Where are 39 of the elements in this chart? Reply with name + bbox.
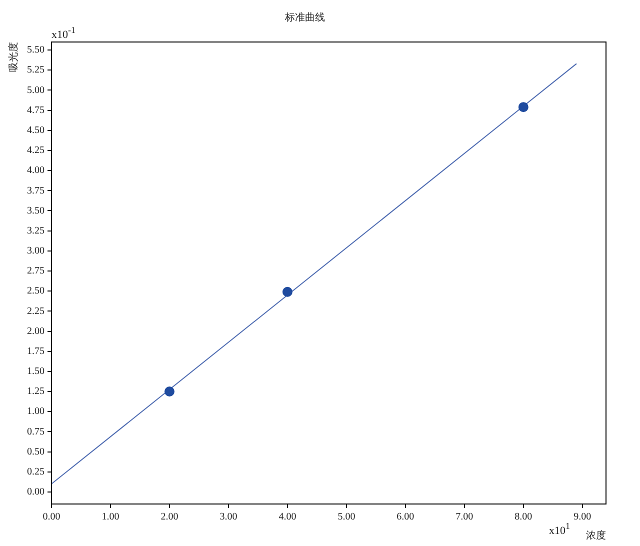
y-tick-label: 5.50 <box>27 44 44 56</box>
x-tick-label: 9.00 <box>574 512 592 523</box>
y-tick-label: 1.75 <box>27 346 44 357</box>
x-tick-label: 5.00 <box>338 512 356 523</box>
x-tick-label: 8.00 <box>514 512 532 523</box>
y-tick-label: 3.75 <box>27 185 44 196</box>
point <box>164 386 174 397</box>
y-tick-label: 2.00 <box>27 326 44 337</box>
x-axis-title: 浓度 <box>586 530 606 542</box>
x-tick-label: 6.00 <box>396 512 414 523</box>
y-tick-label: 5.00 <box>27 84 44 96</box>
y-tick-label: 0.75 <box>27 426 44 438</box>
y-tick-label: 4.00 <box>27 165 44 176</box>
y-tick-label: 4.75 <box>27 104 44 116</box>
y-tick-label: 0.00 <box>27 486 44 498</box>
y-tick-label: 3.25 <box>27 225 44 236</box>
y-tick-label: 1.50 <box>27 366 44 378</box>
y-axis-title: 吸光度 <box>8 42 20 72</box>
point <box>282 286 292 297</box>
y-tick-label: 2.50 <box>27 286 44 297</box>
x-tick-label: 4.00 <box>278 512 296 523</box>
y-tick-label: 1.00 <box>27 406 44 418</box>
x-tick-label: 3.00 <box>220 512 238 523</box>
y-tick-label: 0.50 <box>27 446 44 458</box>
y-tick-label: 4.25 <box>27 145 44 156</box>
y-tick-label: 3.00 <box>27 246 44 257</box>
y-tick-label: 5.25 <box>27 64 44 76</box>
point <box>518 102 528 112</box>
y-tick-label: 3.50 <box>27 205 44 216</box>
y-tick-label: 0.25 <box>27 466 44 478</box>
y-tick-label: 2.75 <box>27 266 44 277</box>
y-tick-label: 2.25 <box>27 306 44 317</box>
chart-title: 标准曲线 <box>284 12 325 24</box>
x-tick-label: 7.00 <box>456 512 474 523</box>
y-tick-label: 4.50 <box>27 125 44 136</box>
y-tick-label: 1.25 <box>27 386 44 398</box>
x-tick-label: 2.00 <box>160 512 178 523</box>
x-tick-label: 1.00 <box>102 512 120 523</box>
x-tick-label: 0.00 <box>42 512 60 523</box>
